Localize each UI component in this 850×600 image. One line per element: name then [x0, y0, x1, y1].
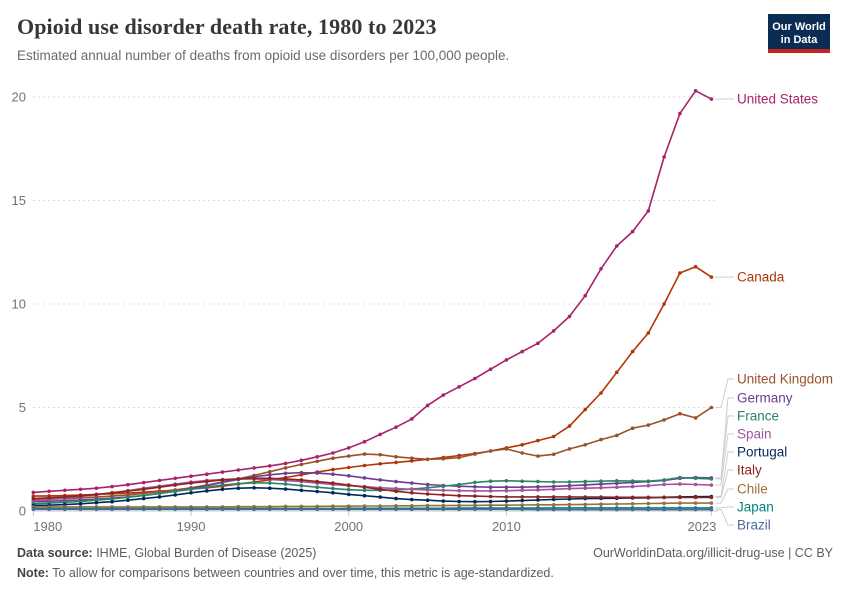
x-tick-label-1990: 1990: [177, 519, 206, 534]
legend-connector-france: [715, 415, 734, 480]
series-points-canada: [31, 264, 714, 498]
series-line-united-states[interactable]: [33, 90, 712, 494]
chart-header: Opioid use disorder death rate, 1980 to …: [17, 14, 750, 63]
legend-connector-italy: [715, 469, 734, 499]
note-text: To allow for comparisons between countri…: [48, 566, 554, 580]
legend-connector-germany: [715, 397, 734, 479]
series-points-france: [31, 475, 714, 506]
y-tick-label-0: 0: [19, 504, 26, 519]
y-tick-label-20: 20: [12, 90, 26, 105]
owid-logo-line2: in Data: [780, 33, 818, 46]
legend-connector-chile: [715, 488, 734, 504]
legend-label-germany[interactable]: Germany: [737, 391, 793, 406]
legend-label-united-states[interactable]: United States: [737, 92, 818, 107]
series-points-italy: [31, 476, 714, 501]
series-line-italy[interactable]: [33, 477, 712, 500]
data-source-label: Data source:: [17, 546, 93, 560]
owid-logo[interactable]: Our World in Data: [768, 14, 830, 53]
series-line-portugal[interactable]: [33, 486, 712, 507]
series-line-canada[interactable]: [33, 265, 712, 497]
series-line-spain[interactable]: [33, 478, 712, 502]
y-tick-label-10: 10: [12, 297, 26, 312]
data-source-line: Data source: IHME, Global Burden of Dise…: [17, 546, 316, 560]
legend-label-chile[interactable]: Chile: [737, 482, 768, 497]
series-line-chile[interactable]: [33, 502, 712, 508]
note-line: Note: To allow for comparisons between c…: [17, 566, 833, 580]
legend-connector-spain: [715, 433, 734, 486]
x-tick-label-2000: 2000: [334, 519, 363, 534]
legend-label-italy[interactable]: Italy: [737, 463, 762, 478]
legend-connector-united-kingdom: [715, 378, 734, 408]
note-label: Note:: [17, 566, 49, 580]
data-source-text: IHME, Global Burden of Disease (2025): [92, 546, 317, 560]
legend-label-japan[interactable]: Japan: [737, 500, 774, 515]
legend-connector-brazil: [715, 509, 734, 526]
series-points-united-states: [31, 89, 714, 495]
x-tick-label-2023: 2023: [687, 519, 716, 534]
owid-logo-line1: Our World: [772, 20, 826, 33]
legend-label-france[interactable]: France: [737, 409, 779, 424]
series-line-japan[interactable]: [33, 507, 712, 510]
chart-subtitle: Estimated annual number of deaths from o…: [17, 48, 510, 63]
y-tick-label-15: 15: [12, 193, 26, 208]
series-line-united-kingdom[interactable]: [33, 406, 712, 501]
owid-logo-accent-bar: [768, 49, 830, 53]
page-title: Opioid use disorder death rate, 1980 to …: [17, 14, 437, 39]
legend-label-brazil[interactable]: Brazil: [737, 518, 771, 533]
y-tick-label-5: 5: [19, 400, 26, 415]
legend-label-spain[interactable]: Spain: [737, 427, 772, 442]
x-tick-label-2010: 2010: [492, 519, 521, 534]
license-link[interactable]: OurWorldinData.org/illicit-drug-use | CC…: [593, 546, 833, 560]
series-line-france[interactable]: [33, 476, 712, 505]
legend-label-canada[interactable]: Canada: [737, 270, 785, 285]
series-points-brazil: [31, 507, 714, 512]
legend-label-portugal[interactable]: Portugal: [737, 445, 787, 460]
legend-label-united-kingdom[interactable]: United Kingdom: [737, 372, 833, 387]
chart-footer: Data source: IHME, Global Burden of Dise…: [17, 546, 833, 580]
x-tick-label-1980: 1980: [33, 519, 62, 534]
line-chart-plot: 0 5 10 15 20 1980 1990 2000 2010 2023 United State…: [12, 89, 833, 534]
legend-connector-portugal: [715, 451, 734, 498]
legend-connector-japan: [715, 506, 734, 509]
